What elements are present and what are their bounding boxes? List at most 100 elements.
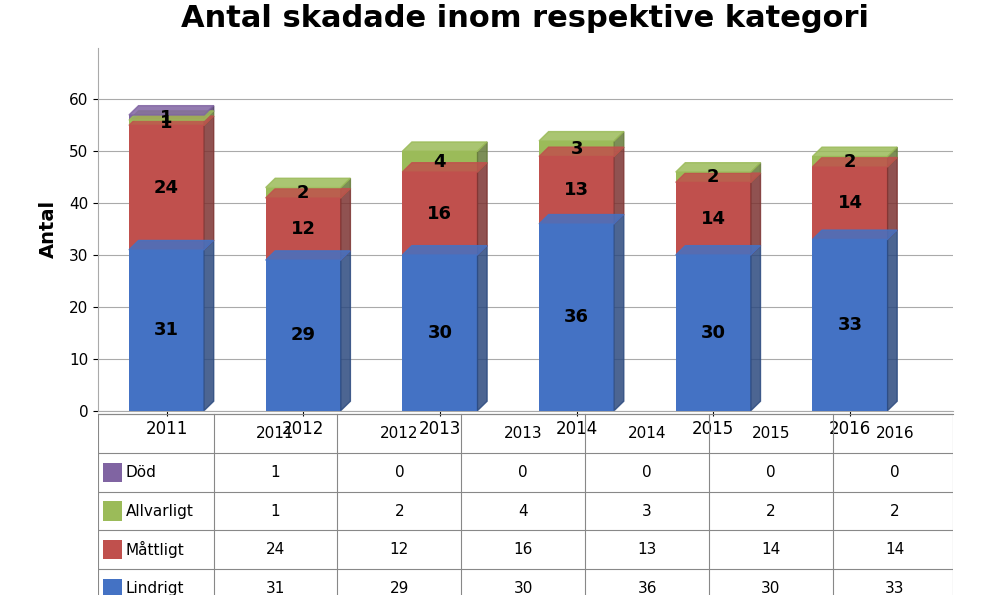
Text: 4: 4 [434,153,446,171]
Text: 16: 16 [514,542,533,558]
Text: Lindrigt: Lindrigt [126,581,185,595]
Bar [676,172,751,183]
Polygon shape [751,162,760,183]
Bar [812,167,888,239]
Polygon shape [129,111,214,120]
Bar [266,260,341,411]
Text: 31: 31 [266,581,285,595]
Polygon shape [266,189,351,198]
Bar [676,255,751,411]
Text: 14: 14 [761,542,781,558]
Polygon shape [888,158,898,239]
Text: 29: 29 [291,327,316,345]
Polygon shape [614,215,624,411]
Polygon shape [539,147,624,156]
Bar [103,540,122,559]
Text: 13: 13 [564,181,589,199]
Text: 14: 14 [701,209,726,228]
Polygon shape [403,162,487,172]
Title: Antal skadade inom respektive kategori: Antal skadade inom respektive kategori [182,4,869,33]
Text: 2: 2 [890,503,900,519]
Text: 1: 1 [160,109,173,127]
Text: 14: 14 [838,194,862,212]
Text: Allvarligt: Allvarligt [126,503,193,519]
Polygon shape [266,178,351,187]
Y-axis label: Antal: Antal [39,200,58,258]
Polygon shape [129,116,214,126]
Polygon shape [812,230,898,239]
Text: 2: 2 [297,184,309,202]
Polygon shape [477,246,487,411]
Text: 2: 2 [766,503,776,519]
Bar [129,115,204,120]
Bar [539,224,614,411]
Bar [403,151,477,172]
Polygon shape [204,111,214,126]
Text: 30: 30 [701,324,726,342]
Polygon shape [477,142,487,172]
Text: 33: 33 [885,581,904,595]
Bar [403,172,477,255]
Text: 36: 36 [637,581,657,595]
Polygon shape [812,158,898,167]
Polygon shape [751,173,760,255]
Text: 0: 0 [890,465,900,480]
Text: 12: 12 [291,220,316,238]
Text: 0: 0 [766,465,776,480]
Text: 29: 29 [390,581,409,595]
Polygon shape [539,215,624,224]
Bar [129,250,204,411]
Polygon shape [539,131,624,141]
Text: 24: 24 [266,542,285,558]
Text: 2015: 2015 [752,426,791,441]
Text: 30: 30 [514,581,533,595]
Text: 12: 12 [390,542,409,558]
Text: 31: 31 [154,321,179,339]
Text: 1: 1 [271,465,280,480]
Polygon shape [204,116,214,250]
Polygon shape [266,251,351,260]
Text: 2: 2 [395,503,405,519]
Polygon shape [341,251,351,411]
Text: 0: 0 [395,465,405,480]
Text: 0: 0 [642,465,652,480]
Polygon shape [477,162,487,255]
Text: 0: 0 [518,465,528,480]
Text: 2016: 2016 [876,426,914,441]
Polygon shape [204,106,214,120]
Text: 1: 1 [160,114,173,131]
Text: 30: 30 [427,324,453,342]
Bar [129,120,204,126]
Polygon shape [751,246,760,411]
Text: Måttligt: Måttligt [126,541,185,558]
Text: 30: 30 [761,581,781,595]
Text: 2013: 2013 [504,426,542,441]
Bar [266,198,341,260]
Polygon shape [676,162,760,172]
Text: 4: 4 [518,503,528,519]
Polygon shape [812,147,898,156]
Text: 3: 3 [642,503,652,519]
Bar [539,141,614,156]
Polygon shape [676,173,760,183]
Bar [403,255,477,411]
Text: 16: 16 [427,205,453,223]
Polygon shape [403,246,487,255]
Bar [812,156,888,167]
Polygon shape [129,240,214,250]
Text: Död: Död [126,465,157,480]
Polygon shape [888,147,898,167]
Polygon shape [129,106,214,115]
Polygon shape [403,142,487,151]
Text: 33: 33 [838,316,862,334]
Polygon shape [676,246,760,255]
Text: 3: 3 [571,140,583,158]
Polygon shape [614,131,624,156]
Polygon shape [888,230,898,411]
Polygon shape [341,189,351,260]
Polygon shape [614,147,624,224]
Bar [103,502,122,521]
Text: 2011: 2011 [256,426,295,441]
Bar [266,187,341,198]
Bar [812,239,888,411]
